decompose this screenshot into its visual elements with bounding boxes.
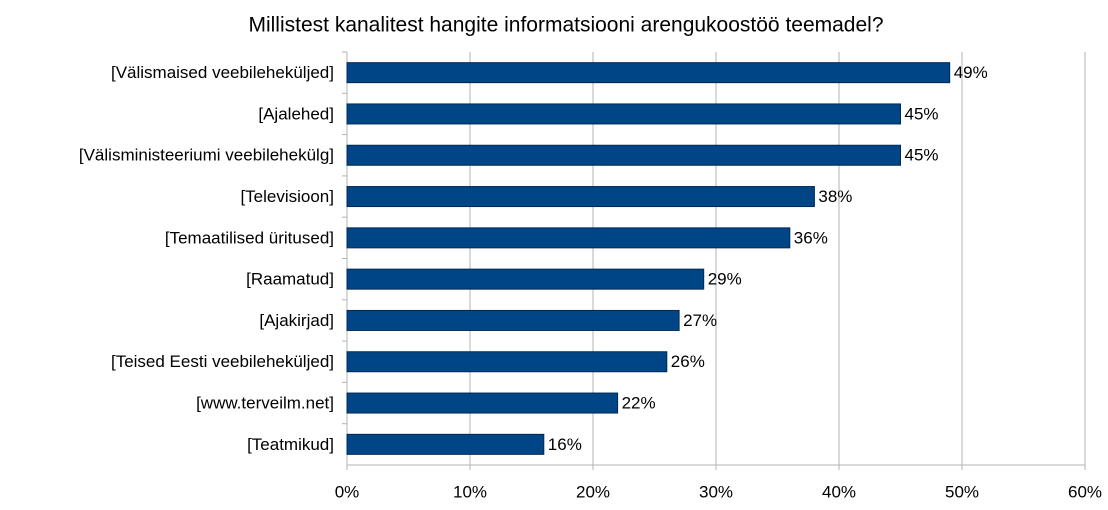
value-label: 26%: [671, 352, 705, 371]
bar: [346, 186, 815, 208]
y-tick-label: [Raamatud]: [246, 270, 334, 289]
value-label: 38%: [818, 187, 852, 206]
bar: [346, 227, 791, 249]
y-tick-label: [Temaatilised üritused]: [165, 228, 334, 247]
y-tick-label: [Teised Eesti veebileheküljed]: [111, 352, 334, 371]
value-label: 16%: [548, 435, 582, 454]
y-tick-label: [Televisioon]: [240, 187, 334, 206]
x-tick-label: 10%: [453, 482, 487, 501]
y-tick-label: [Ajakirjad]: [259, 311, 334, 330]
value-label: 45%: [905, 104, 939, 123]
x-tick-label: 60%: [1068, 482, 1102, 501]
bar: [346, 433, 545, 455]
x-tick-label: 20%: [576, 482, 610, 501]
bar: [346, 351, 668, 373]
x-tick-label: 0%: [335, 482, 360, 501]
y-tick-label: [www.terveilm.net]: [196, 394, 334, 413]
value-label: 36%: [794, 228, 828, 247]
bar: [346, 144, 901, 166]
value-label: 45%: [905, 146, 939, 165]
value-label: 22%: [622, 394, 656, 413]
bar: [346, 62, 951, 84]
x-tick-label: 40%: [822, 482, 856, 501]
bar: [346, 268, 705, 290]
bar: [346, 103, 901, 125]
chart-title: Millistest kanalitest hangite informatsi…: [248, 14, 883, 37]
y-tick-label: [Välismaised veebileheküljed]: [111, 63, 334, 82]
value-label: 49%: [954, 63, 988, 82]
bar: [346, 309, 680, 331]
y-tick-label: [Teatmikud]: [247, 435, 334, 454]
x-tick-label: 50%: [945, 482, 979, 501]
bar: [346, 392, 619, 414]
x-tick-label: 30%: [699, 482, 733, 501]
y-tick-label: [Välisministeeriumi veebilehekülg]: [79, 146, 334, 165]
value-label: 27%: [683, 311, 717, 330]
value-label: 29%: [708, 270, 742, 289]
y-tick-label: [Ajalehed]: [258, 104, 334, 123]
